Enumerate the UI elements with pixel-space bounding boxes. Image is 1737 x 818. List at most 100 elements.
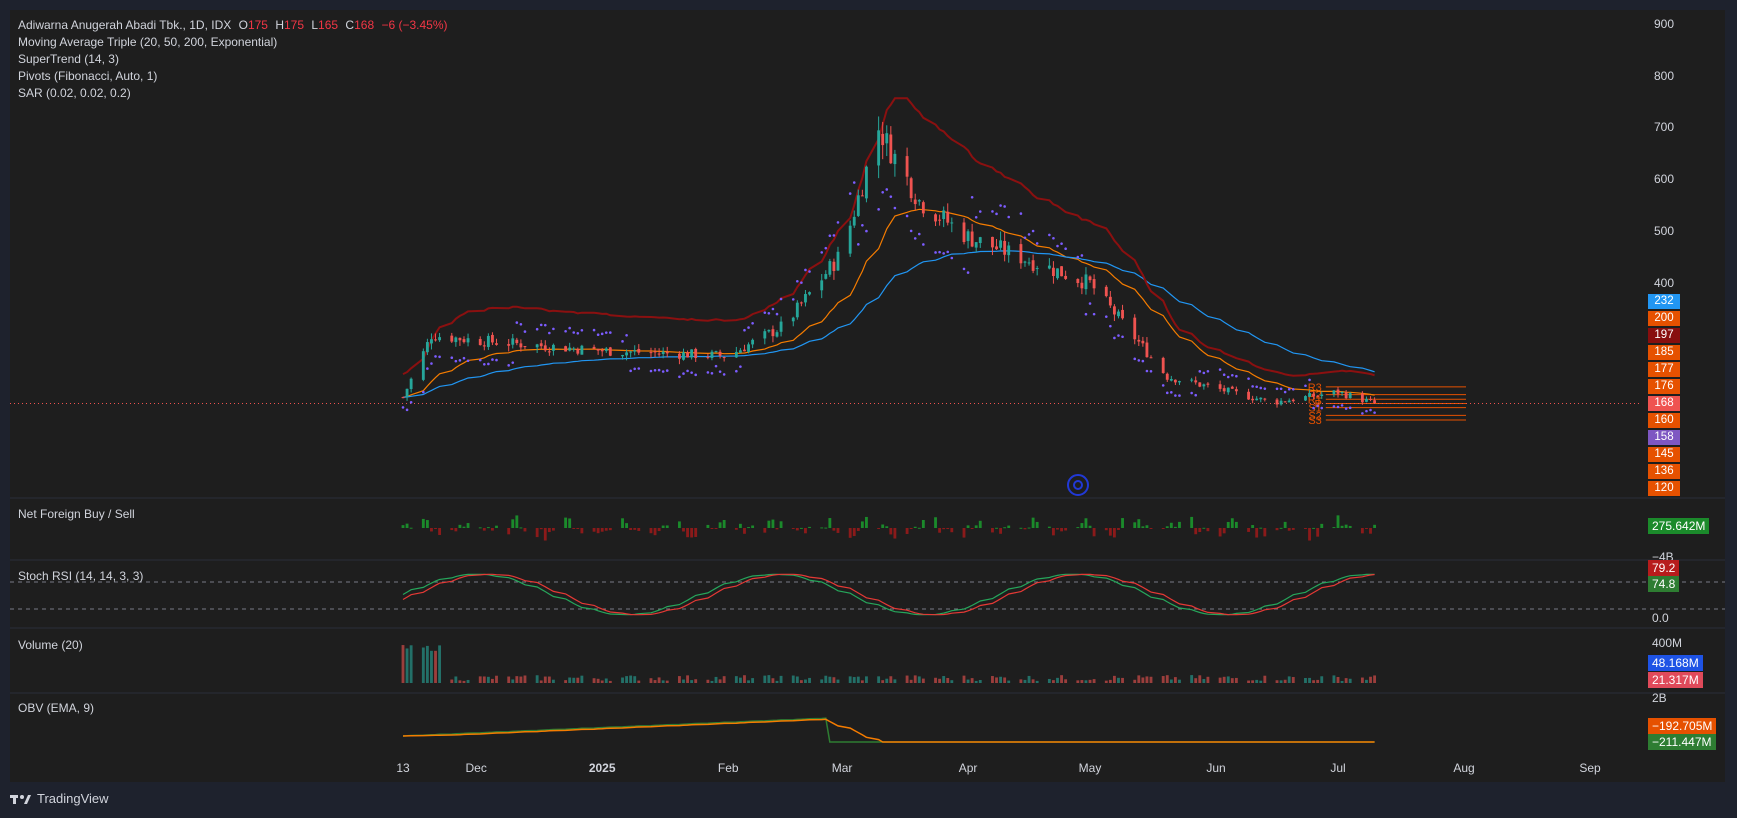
- change-value: −6 (−3.45%): [381, 18, 448, 32]
- net-foreign-bar: [1344, 524, 1348, 528]
- net-foreign-bar: [1112, 528, 1116, 538]
- volume-bar: [1149, 676, 1153, 683]
- sar-dot: [625, 333, 628, 337]
- sar-dot: [1190, 391, 1193, 395]
- volume-bar: [1076, 680, 1080, 683]
- event-marker-icon[interactable]: [1067, 474, 1089, 496]
- volume-bar: [832, 677, 836, 683]
- sar-dot: [1149, 370, 1153, 373]
- ma-legend[interactable]: Moving Average Triple (20, 50, 200, Expo…: [18, 35, 278, 49]
- obv-ema-tag: −192.705M: [1648, 718, 1717, 734]
- candle-body: [425, 342, 429, 353]
- volume-bar: [1003, 677, 1007, 683]
- volume-bar: [1308, 677, 1311, 683]
- sar-dot: [637, 367, 641, 370]
- supertrend-legend[interactable]: SuperTrend (14, 3): [18, 52, 119, 66]
- volume-bar: [938, 678, 942, 683]
- volume-bar: [942, 676, 946, 683]
- volume-bar: [482, 676, 486, 683]
- sar-dot: [1048, 233, 1051, 237]
- obv-legend[interactable]: OBV (EMA, 9): [18, 701, 95, 715]
- net-foreign-bar: [649, 528, 653, 534]
- net-foreign-bar: [1035, 521, 1039, 528]
- net-foreign-legend[interactable]: Net Foreign Buy / Sell: [18, 507, 135, 521]
- volume-bar: [1117, 677, 1120, 683]
- sar-dot: [694, 373, 697, 377]
- volume-bar: [1178, 679, 1181, 683]
- sar-dot: [1226, 375, 1230, 379]
- candle-body: [921, 202, 925, 214]
- volume-bar: [795, 676, 799, 683]
- candle-body: [1283, 401, 1287, 403]
- volume-bar: [653, 680, 657, 683]
- volume-bar: [1161, 676, 1165, 683]
- candle-body: [543, 345, 547, 351]
- net-foreign-bar: [946, 528, 950, 530]
- sar-dot: [893, 206, 897, 210]
- net-foreign-bar: [1088, 525, 1092, 528]
- net-foreign-bar: [999, 528, 1003, 534]
- sar-dot: [515, 321, 519, 324]
- net-foreign-bar: [438, 528, 442, 535]
- net-foreign-bar: [1121, 518, 1124, 528]
- candle-body: [1247, 391, 1250, 400]
- volume-bar: [1348, 678, 1352, 683]
- volume-bar: [893, 679, 897, 683]
- tradingview-brand[interactable]: TradingView: [10, 791, 109, 806]
- stoch-rsi-legend[interactable]: Stoch RSI (14, 14, 3, 3): [18, 569, 144, 583]
- candle-body: [491, 334, 494, 343]
- net-foreign-bar: [1348, 525, 1352, 528]
- net-foreign-bar: [633, 528, 637, 530]
- candle-body: [633, 350, 637, 352]
- volume-bar: [1031, 679, 1035, 683]
- volume-bar: [1052, 680, 1055, 683]
- volume-bar: [804, 679, 807, 683]
- sar-dot: [568, 326, 571, 330]
- volume-bar: [970, 678, 974, 683]
- candle-body: [828, 261, 832, 275]
- pivots-legend[interactable]: Pivots (Fibonacci, Auto, 1): [18, 69, 158, 83]
- net-foreign-bar: [576, 528, 580, 529]
- sar-dot: [1133, 357, 1137, 361]
- net-foreign-bar: [1304, 528, 1307, 529]
- candle-body: [1344, 392, 1348, 399]
- pane-separators: [10, 497, 1725, 694]
- volume-bar: [1259, 680, 1263, 683]
- volume-bar: [828, 676, 832, 683]
- sar-dot: [751, 321, 754, 325]
- net-foreign-bar: [580, 528, 584, 534]
- price-axis-label: 400: [1654, 275, 1675, 290]
- volume-legend[interactable]: Volume (20): [18, 638, 83, 652]
- volume-bar: [710, 680, 714, 683]
- net-foreign-bar: [1060, 528, 1063, 532]
- sar-dot: [1174, 394, 1177, 397]
- sar-dot: [1056, 244, 1059, 248]
- candle-body: [1308, 393, 1311, 397]
- candle-body: [1108, 296, 1112, 306]
- sar-dot: [1023, 236, 1027, 240]
- net-foreign-bar: [466, 523, 470, 528]
- time-axis-label: Sep: [1579, 761, 1601, 775]
- candle-body: [889, 134, 893, 164]
- candle-body: [1133, 317, 1137, 340]
- volume-bar: [1255, 679, 1259, 683]
- candle-body: [1202, 384, 1206, 387]
- candle-body: [1340, 391, 1344, 394]
- sar-dot: [1348, 406, 1352, 410]
- net-foreign-bar: [1019, 527, 1023, 529]
- sar-dot: [722, 373, 726, 376]
- time-axis-label: May: [1078, 761, 1102, 775]
- candle-body: [1304, 396, 1307, 401]
- candle-body: [637, 348, 641, 353]
- net-foreign-bar: [1145, 525, 1149, 528]
- volume-bar: [1019, 679, 1023, 683]
- sar-legend[interactable]: SAR (0.02, 0.02, 0.2): [18, 86, 131, 100]
- net-foreign-bar: [600, 528, 604, 532]
- sar-dot: [523, 330, 527, 333]
- candle-body: [1023, 261, 1027, 263]
- sar-dot: [836, 221, 840, 224]
- volume-bar: [1291, 677, 1295, 683]
- net-foreign-bar: [917, 527, 921, 529]
- candle-body: [1056, 268, 1059, 279]
